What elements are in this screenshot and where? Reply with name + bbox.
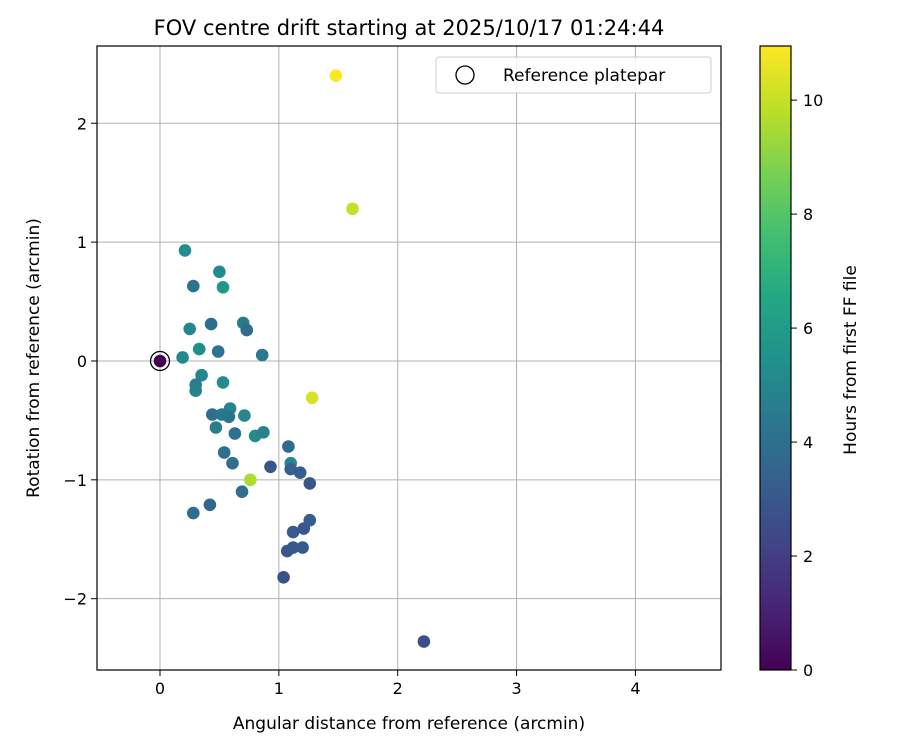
y-axis-label: Rotation from reference (arcmin) bbox=[24, 218, 44, 498]
grid bbox=[97, 46, 721, 670]
colorbar-tick-label: 6 bbox=[803, 319, 813, 338]
scatter-point bbox=[235, 485, 249, 499]
scatter-point bbox=[240, 323, 254, 337]
plot-frame bbox=[96, 45, 722, 671]
scatter-point bbox=[213, 265, 226, 279]
scatter-point bbox=[195, 368, 208, 382]
scatter-point bbox=[187, 506, 200, 520]
colorbar-label: Hours from first FF file bbox=[841, 265, 861, 455]
colorbar bbox=[759, 45, 792, 671]
x-tick-label: 2 bbox=[393, 679, 403, 698]
scatter-point bbox=[176, 351, 189, 364]
legend: Reference platepar bbox=[435, 56, 712, 94]
colorbar-tick-label: 0 bbox=[803, 661, 813, 680]
scatter-point bbox=[178, 244, 192, 257]
scatter-point bbox=[211, 345, 225, 358]
y-tick-label: 1 bbox=[77, 233, 87, 252]
x-axis: 0 1 2 3 4 bbox=[155, 670, 641, 698]
scatter-point bbox=[206, 408, 219, 421]
legend-marker-circle bbox=[455, 65, 475, 85]
scatter-point bbox=[209, 421, 223, 434]
y-tick-label: −1 bbox=[63, 471, 87, 490]
y-axis: −2 −1 0 1 2 bbox=[63, 114, 97, 609]
scatter-point bbox=[153, 354, 167, 368]
chart-title: FOV centre drift starting at 2025/10/17 … bbox=[154, 16, 665, 40]
scatter-point bbox=[216, 376, 230, 389]
scatter-point bbox=[277, 571, 290, 584]
scatter-point bbox=[203, 498, 217, 512]
legend-label: Reference platepar bbox=[503, 66, 665, 86]
scatter-point bbox=[187, 279, 200, 293]
data-points bbox=[149, 69, 431, 648]
scatter-point bbox=[303, 477, 317, 490]
scatter-point bbox=[305, 391, 319, 405]
scatter-point bbox=[417, 635, 431, 648]
scatter-point bbox=[244, 473, 257, 487]
scatter-point bbox=[257, 426, 270, 439]
reference-marker bbox=[149, 350, 171, 372]
x-tick-label: 3 bbox=[511, 679, 521, 698]
legend-box bbox=[435, 56, 712, 94]
scatter-point bbox=[284, 462, 298, 476]
colorbar-tick-label: 10 bbox=[803, 91, 823, 110]
scatter-point bbox=[346, 202, 359, 216]
x-tick-label: 4 bbox=[630, 679, 640, 698]
x-tick-label: 1 bbox=[274, 679, 284, 698]
scatter-point bbox=[264, 460, 277, 474]
scatter-point bbox=[238, 409, 251, 422]
scatter-point bbox=[282, 440, 295, 453]
y-tick-label: 2 bbox=[77, 114, 87, 133]
x-tick-label: 0 bbox=[155, 679, 165, 698]
scatter-point bbox=[226, 456, 239, 470]
colorbar-tick-label: 4 bbox=[803, 433, 813, 452]
scatter-point bbox=[216, 281, 230, 294]
scatter-point bbox=[189, 384, 202, 398]
scatter-point bbox=[222, 410, 236, 424]
scatter-point bbox=[192, 342, 206, 356]
colorbar-ticks: 0 2 4 6 8 10 bbox=[791, 91, 823, 680]
scatter-point bbox=[228, 427, 242, 440]
scatter-point bbox=[329, 69, 343, 82]
y-tick-label: −2 bbox=[63, 590, 87, 609]
scatter-point bbox=[286, 525, 300, 539]
scatter-point bbox=[280, 544, 294, 558]
scatter-point bbox=[293, 466, 307, 480]
scatter-point bbox=[204, 317, 218, 331]
scatter-point bbox=[183, 322, 196, 336]
colorbar-tick-label: 2 bbox=[803, 547, 813, 566]
x-axis-label: Angular distance from reference (arcmin) bbox=[233, 714, 585, 734]
colorbar-tick-label: 8 bbox=[803, 205, 813, 224]
scatter-point bbox=[296, 541, 309, 554]
scatter-point bbox=[217, 446, 231, 459]
y-tick-label: 0 bbox=[77, 352, 87, 371]
scatter-point bbox=[255, 348, 269, 362]
scatter-point bbox=[297, 522, 311, 535]
